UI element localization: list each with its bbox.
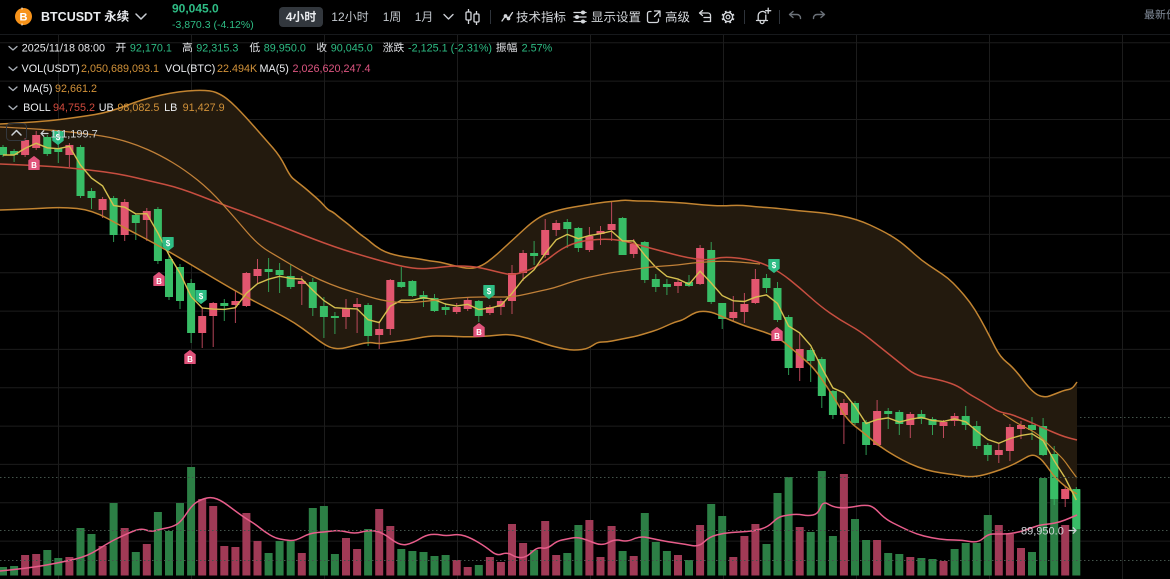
svg-text:$: $ (772, 261, 777, 270)
svg-text:22.494K: 22.494K (217, 63, 258, 75)
svg-text:89,950.0: 89,950.0 (264, 42, 306, 54)
svg-text:BOLL: BOLL (23, 102, 51, 114)
svg-text:B: B (20, 12, 28, 24)
svg-text:94,755.2: 94,755.2 (53, 102, 95, 114)
svg-text:$: $ (56, 133, 61, 142)
svg-text:2025/11/18 08:00: 2025/11/18 08:00 (22, 42, 105, 54)
svg-text:1: 1 (415, 10, 422, 24)
svg-text:UB: UB (99, 102, 114, 114)
svg-text:B: B (476, 328, 482, 337)
svg-text:MA(5): MA(5) (23, 83, 52, 95)
svg-text:-2,125.1 (-2.31%): -2,125.1 (-2.31%) (408, 42, 492, 54)
svg-text:2,050,689,093.1: 2,050,689,093.1 (81, 63, 159, 75)
svg-text:-3,870.3 (-4.12%): -3,870.3 (-4.12%) (172, 19, 254, 31)
svg-text:VOL(USDT): VOL(USDT) (22, 63, 80, 75)
svg-text:MA(5): MA(5) (260, 63, 289, 75)
svg-text:4: 4 (286, 10, 293, 24)
svg-text:89,950.0: 89,950.0 (1021, 526, 1064, 538)
svg-text:90,045.0: 90,045.0 (331, 42, 373, 54)
svg-text:$: $ (199, 292, 204, 301)
svg-text:1: 1 (383, 10, 390, 24)
svg-text:92,315.3: 92,315.3 (196, 42, 238, 54)
svg-text:91,427.9: 91,427.9 (183, 102, 225, 114)
svg-text:B: B (187, 355, 193, 364)
svg-text:2,026,620,247.4: 2,026,620,247.4 (293, 63, 371, 75)
svg-text:92,661.2: 92,661.2 (55, 83, 97, 95)
svg-text:98,082.5: 98,082.5 (117, 102, 159, 114)
svg-text:90,045.0: 90,045.0 (172, 2, 219, 16)
svg-text:VOL(BTC): VOL(BTC) (165, 63, 215, 75)
svg-text:2.57%: 2.57% (522, 42, 553, 54)
svg-text:12: 12 (331, 10, 345, 24)
svg-text:B: B (774, 332, 780, 341)
svg-text:B: B (31, 161, 37, 170)
svg-text:$: $ (166, 239, 171, 248)
svg-text:B: B (156, 277, 162, 286)
svg-text:111,199.7: 111,199.7 (51, 129, 98, 141)
svg-text:$: $ (487, 287, 492, 296)
svg-text:92,170.1: 92,170.1 (130, 42, 172, 54)
svg-text:BTCUSDT: BTCUSDT (41, 10, 101, 24)
svg-text:LB: LB (164, 102, 177, 114)
